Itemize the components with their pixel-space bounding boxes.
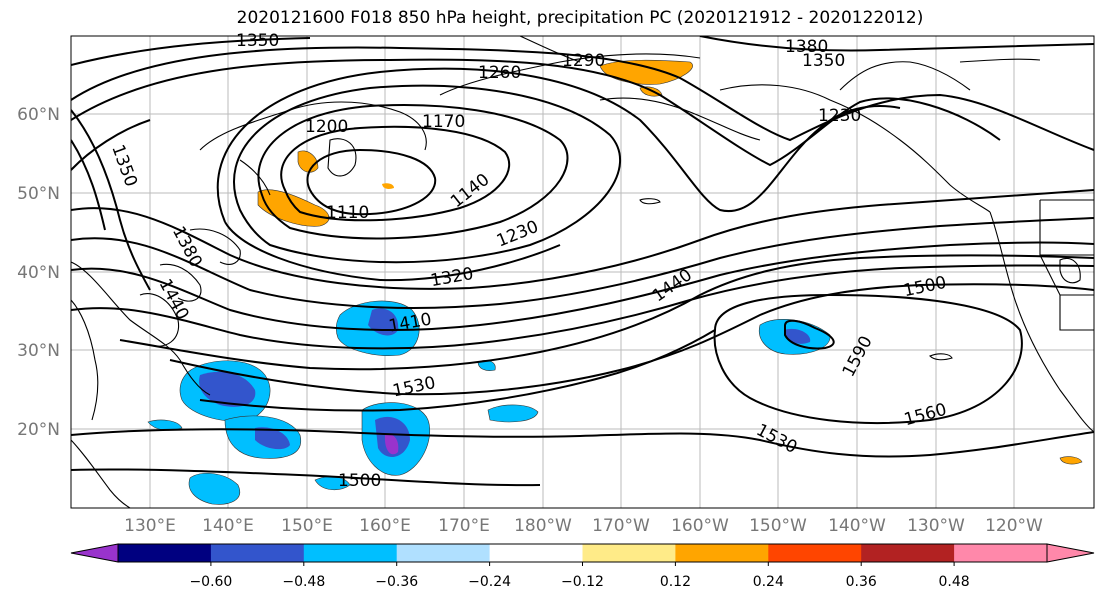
colorbar: −0.60 −0.48 −0.36 −0.24 −0.12 0.12 0.24 0.36 0.4…: [70, 543, 1095, 590]
lon-label: 150°W: [749, 516, 807, 536]
lon-label: 170°E: [438, 516, 490, 536]
contour-label: 1350: [236, 31, 279, 51]
plot-frame: [70, 35, 1095, 509]
colorbar-cell: [489, 544, 583, 562]
contour-label: 1260: [478, 63, 521, 83]
lat-labels: 60°N 50°N 40°N 30°N 20°N: [17, 105, 60, 440]
colorbar-tick-label: −0.12: [561, 574, 604, 590]
contour-label: 1500: [338, 471, 381, 491]
lat-label: 30°N: [17, 341, 60, 361]
lon-label: 130°E: [124, 516, 176, 536]
colorbar-tick-label: −0.48: [282, 574, 325, 590]
precip-negative-areas: [147, 300, 831, 505]
lon-label: 150°E: [281, 516, 333, 536]
map-title: 2020121600 F018 850 hPa height, precipit…: [236, 8, 924, 28]
colorbar-cell: [303, 544, 398, 562]
lon-label: 140°W: [828, 516, 886, 536]
lon-label: 160°W: [671, 516, 729, 536]
lat-label: 40°N: [17, 263, 60, 283]
contour-label: 1350: [802, 51, 845, 71]
height-contours: [71, 36, 1094, 487]
graticule: [71, 36, 1094, 508]
contour-label: 1110: [326, 203, 369, 223]
lon-label: 160°E: [359, 516, 411, 536]
lon-labels: 130°E 140°E 150°E 160°E 170°E 180°W 170°…: [124, 516, 1043, 536]
colorbar-extend-high: [1046, 543, 1095, 563]
colorbar-cell: [861, 544, 955, 562]
lat-label: 60°N: [17, 105, 60, 125]
contour-label: 1230: [818, 106, 861, 126]
colorbar-tick-label: 0.36: [846, 574, 877, 590]
colorbar-cell: [768, 544, 862, 562]
colorbar-cell: [582, 544, 676, 562]
contour-label: 1170: [422, 112, 465, 132]
colorbar-cell: [675, 544, 769, 562]
colorbar-tick-label: −0.36: [375, 574, 418, 590]
coastlines: [71, 36, 1094, 508]
lon-label: 140°E: [202, 516, 254, 536]
colorbar-tick-label: 0.12: [660, 574, 691, 590]
lon-label: 180°W: [514, 516, 572, 536]
colorbar-extend-low: [70, 543, 119, 563]
contour-label: 1290: [562, 51, 605, 71]
lon-label: 120°W: [985, 516, 1043, 536]
contour-label: 1200: [305, 117, 348, 137]
lon-label: 170°W: [592, 516, 650, 536]
colorbar-cell: [396, 544, 491, 562]
lon-label: 130°W: [907, 516, 965, 536]
colorbar-tick-label: 0.24: [753, 574, 784, 590]
lat-label: 50°N: [17, 184, 60, 204]
colorbar-cell: [954, 544, 1048, 562]
colorbar-tick-label: −0.24: [468, 574, 511, 590]
contour-label: 1380: [785, 37, 828, 57]
lat-label: 20°N: [17, 420, 60, 440]
colorbar-tick-label: −0.60: [189, 574, 232, 590]
colorbar-cell: [210, 544, 305, 562]
colorbar-cell: [118, 544, 212, 562]
colorbar-tick-label: 0.48: [939, 574, 970, 590]
